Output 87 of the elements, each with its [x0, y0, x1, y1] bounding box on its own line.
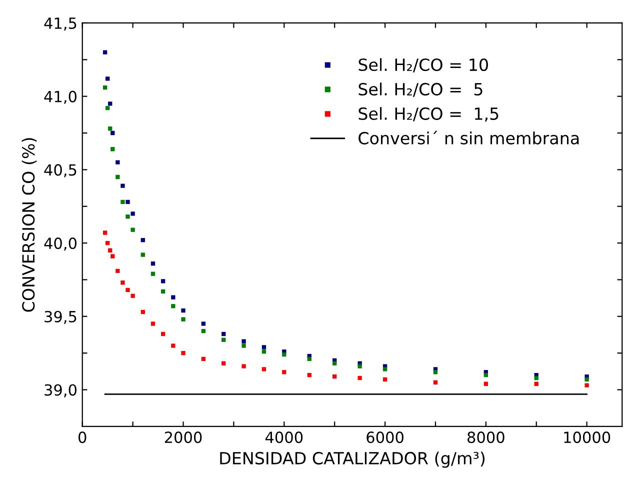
point: [584, 377, 589, 382]
point: [140, 310, 145, 314]
point: [242, 364, 246, 368]
point: [130, 212, 135, 216]
point: [116, 160, 120, 164]
point: [160, 289, 166, 294]
x-tick-label: 8000: [468, 432, 504, 444]
point: [171, 295, 176, 300]
point: [433, 380, 438, 384]
point: [120, 280, 125, 285]
x-tick-label: 0: [78, 432, 86, 444]
point: [106, 76, 110, 81]
point: [201, 328, 206, 334]
legend-label: Conversi´ n sin membrana: [358, 130, 579, 144]
point: [130, 228, 135, 232]
point: [140, 238, 145, 242]
point: [307, 356, 312, 362]
point: [130, 294, 135, 298]
x-axis-title: DENSIDAD CATALIZADOR (g/m³): [220, 452, 485, 468]
point: [584, 383, 589, 388]
point: [102, 85, 108, 90]
point: [282, 352, 286, 357]
y-axis-title: CONVERSION CO (%): [22, 138, 37, 312]
y-tick-label: 41,5: [44, 18, 76, 31]
point: [307, 372, 312, 378]
point: [484, 372, 488, 378]
point: [181, 308, 186, 313]
point: [534, 382, 538, 386]
point: [433, 370, 438, 374]
y-tick-label: 39,0: [44, 384, 76, 398]
point: [102, 230, 108, 235]
point: [358, 364, 362, 368]
point: [262, 367, 266, 372]
point: [382, 377, 388, 382]
point: [201, 356, 206, 362]
point: [150, 261, 156, 266]
point: [484, 382, 488, 386]
point: [171, 304, 176, 308]
point: [262, 345, 266, 350]
point: [110, 147, 115, 152]
point: [181, 317, 186, 322]
point: [110, 130, 115, 136]
x-tick-label: 10000: [564, 432, 610, 444]
point: [358, 376, 362, 380]
point: [382, 367, 388, 372]
point: [108, 248, 112, 252]
point: [332, 361, 337, 366]
point: [106, 106, 110, 110]
point: [150, 272, 156, 276]
point: [106, 240, 110, 246]
point: [140, 252, 145, 257]
x-tick-label: 6000: [366, 432, 404, 444]
y-tick-label: 40,0: [44, 238, 76, 251]
point: [110, 254, 115, 258]
point: [171, 344, 176, 348]
point: [222, 332, 226, 336]
point: [120, 200, 125, 204]
point: [120, 184, 125, 188]
legend-label: Sel. H₂/CO = 10: [358, 58, 488, 72]
point: [150, 322, 156, 326]
point: [332, 374, 337, 379]
y-tick-label: 40,5: [44, 164, 76, 178]
y-tick-label: 39,5: [44, 310, 76, 324]
point: [282, 370, 286, 374]
y-tick-label: 41,0: [44, 90, 76, 104]
point: [126, 288, 130, 292]
point: [116, 268, 120, 273]
point: [160, 332, 166, 336]
x-tick-label: 4000: [265, 432, 303, 444]
point: [201, 322, 206, 326]
point: [108, 126, 112, 131]
point: [126, 200, 130, 204]
point: [181, 350, 186, 356]
x-tick-label: 2000: [164, 432, 202, 444]
point: [534, 376, 538, 380]
point: [262, 350, 266, 354]
point: [222, 361, 226, 366]
point: [116, 174, 120, 180]
point: [108, 102, 112, 106]
point: [222, 338, 226, 342]
point: [242, 344, 246, 348]
legend-label: Sel. H₂/CO = 5: [358, 82, 482, 97]
legend-label: Sel. H₂/CO = 1,5: [358, 107, 498, 122]
point: [160, 279, 166, 284]
point: [102, 50, 108, 54]
point: [242, 339, 246, 344]
point: [126, 214, 130, 219]
